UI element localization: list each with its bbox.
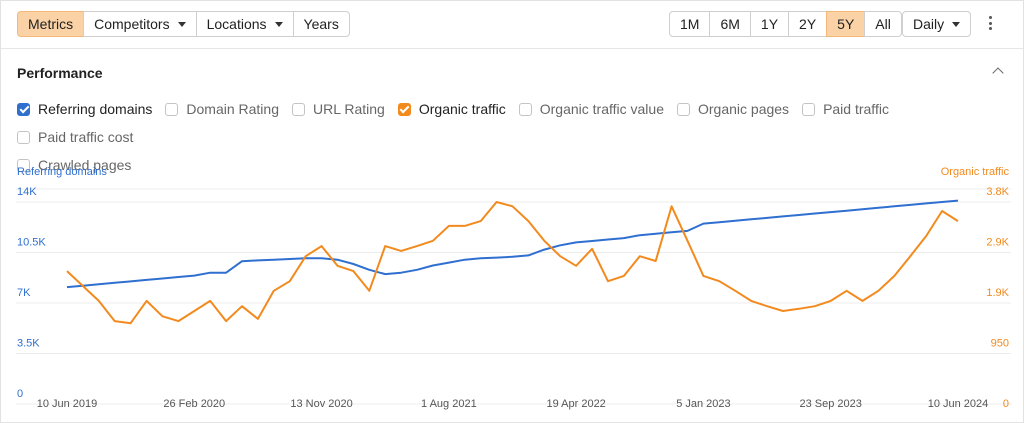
y-tick-label: 14K [17,186,37,198]
x-tick-label: 13 Nov 2020 [290,398,352,410]
metric-checkboxes: Referring domains Domain Rating URL Rating… [17,101,1017,173]
tab-button[interactable]: Locations [195,11,294,37]
range-button[interactable]: All [864,11,902,37]
metric-label: Crawled pages [38,157,132,173]
metric-label: URL Rating [313,101,385,117]
range-tabs: 1M 6M 1Y 2Y 5Y All [669,11,902,37]
tab-button[interactable]: Metrics [17,11,85,37]
range-button[interactable]: 5Y [826,11,866,37]
x-tick-label: 10 Jun 2019 [37,398,98,410]
checkbox[interactable] [518,102,532,116]
x-tick-label: 26 Feb 2020 [163,398,225,410]
metric-label: Referring domains [38,101,153,117]
x-tick-label: 10 Jun 2024 [928,398,989,410]
metric-checkbox[interactable]: URL Rating [292,101,385,117]
y2-tick-label: 950 [991,337,1009,349]
range-button[interactable]: 1Y [749,11,790,37]
y-tick-label: 0 [17,388,23,400]
y2-tick-label: 2.9K [986,236,1009,248]
y-tick-label: 10.5K [17,236,46,248]
x-tick-label: 23 Sep 2023 [800,398,862,410]
metric-label: Organic traffic value [539,101,664,117]
metric-checkbox[interactable]: Paid traffic cost [17,129,133,145]
metric-label: Domain Rating [186,101,279,117]
range-button[interactable]: 6M [709,11,751,37]
metric-checkbox[interactable]: Domain Rating [165,101,279,117]
checkbox[interactable] [17,130,30,144]
checkbox[interactable] [802,102,816,116]
chart: Referring domains Organic traffic 0 3.5K 7K 1… [16,166,1011,410]
divider [1,48,1023,49]
x-tick-label: 19 Apr 2022 [546,398,605,410]
y2-axis-title: Organic traffic [941,166,1010,178]
interval-button[interactable]: Daily [902,11,972,37]
metric-checkbox[interactable]: Organic pages [677,101,789,117]
more-menu[interactable] [989,16,993,33]
y-axis-title: Referring domains [17,166,107,178]
metric-checkbox[interactable]: Paid traffic [802,101,889,117]
tab-button[interactable]: Competitors [83,11,197,37]
tab-button[interactable]: Years [292,11,350,37]
checkbox[interactable] [677,102,690,116]
series-line [66,201,959,325]
checkbox[interactable] [17,158,30,172]
metric-label: Paid traffic [823,101,889,117]
x-tick-label: 5 Jan 2023 [676,398,730,410]
series-line [66,199,959,289]
range-button[interactable]: 1M [669,11,711,37]
metric-tabs: Metrics Competitors Locations Years [17,11,350,37]
y2-tick-label: 1.9K [986,287,1009,299]
metric-checkbox[interactable]: Referring domains [17,101,152,117]
checkbox[interactable] [17,102,30,116]
y-tick-label: 3.5K [17,337,40,349]
section-title: Performance [17,65,103,81]
y2-tick-label: 3.8K [986,186,1009,198]
range-button[interactable]: 2Y [788,11,828,37]
metric-checkbox[interactable]: Crawled pages [17,157,1004,173]
y2-tick-label: 0 [1003,398,1009,410]
metric-label: Paid traffic cost [38,129,134,145]
metric-label: Organic pages [698,101,790,117]
metric-label: Organic traffic [418,101,506,117]
checkbox[interactable] [165,102,179,116]
metric-checkbox[interactable]: Organic traffic [397,101,506,117]
interval-group: Daily [902,11,972,37]
x-tick-label: 1 Aug 2021 [421,398,477,410]
checkbox[interactable] [292,102,305,116]
collapse-caret[interactable] [992,67,1004,79]
y-tick-label: 7K [17,287,31,299]
checkbox[interactable] [397,102,411,116]
metric-checkbox[interactable]: Organic traffic value [518,101,664,117]
